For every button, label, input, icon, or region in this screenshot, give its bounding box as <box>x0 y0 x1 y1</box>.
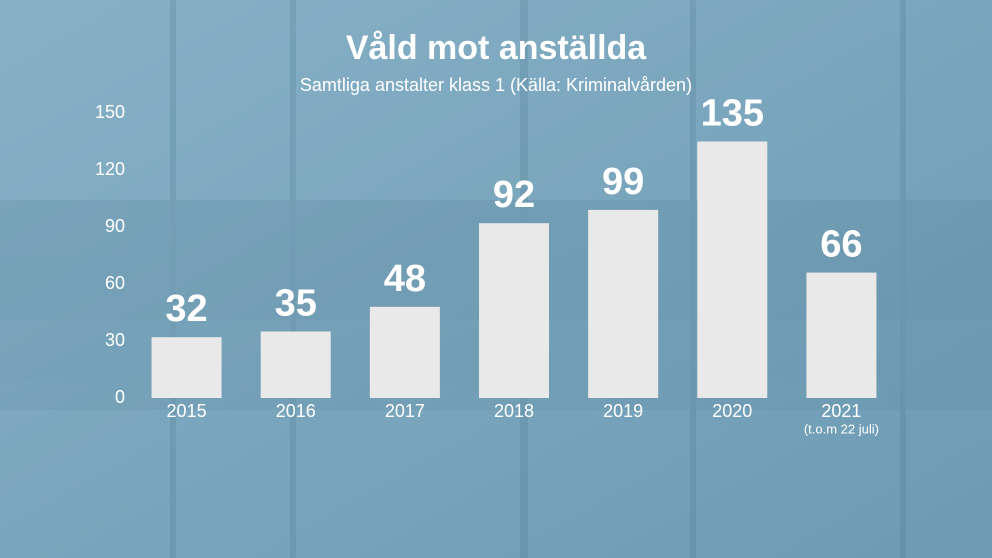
x-tick-label: 2018 <box>494 401 534 421</box>
value-label: 48 <box>384 258 426 300</box>
bar <box>260 331 331 398</box>
value-label: 99 <box>602 161 644 203</box>
value-label: 135 <box>701 93 764 135</box>
x-tick-label: 2015 <box>167 401 207 421</box>
y-tick-label: 90 <box>105 216 125 236</box>
y-tick-label: 0 <box>115 387 125 407</box>
bar <box>151 337 222 398</box>
bar <box>588 209 659 398</box>
bar <box>806 272 877 398</box>
x-tick-label: 2017 <box>385 401 425 421</box>
chart-title: Våld mot anställda <box>346 29 647 67</box>
bar <box>369 306 440 398</box>
bar <box>479 223 549 398</box>
y-tick-label: 30 <box>105 330 125 350</box>
x-tick-label: 2020 <box>712 401 752 421</box>
y-tick-label: 150 <box>95 102 125 122</box>
y-tick-label: 60 <box>105 273 125 293</box>
x-tick-label: 2016 <box>276 401 316 421</box>
annotation: (t.o.m 22 juli) <box>804 421 879 436</box>
y-tick-label: 120 <box>95 159 125 179</box>
value-label: 66 <box>820 224 862 266</box>
bar <box>697 141 768 398</box>
chart-subtitle: Samtliga anstalter klass 1 (Källa: Krimi… <box>300 75 692 95</box>
value-label: 32 <box>165 288 207 330</box>
x-tick-label: 2019 <box>603 401 643 421</box>
value-label: 35 <box>275 283 317 325</box>
value-label: 92 <box>493 174 535 216</box>
x-tick-label: 2021 <box>821 401 861 421</box>
